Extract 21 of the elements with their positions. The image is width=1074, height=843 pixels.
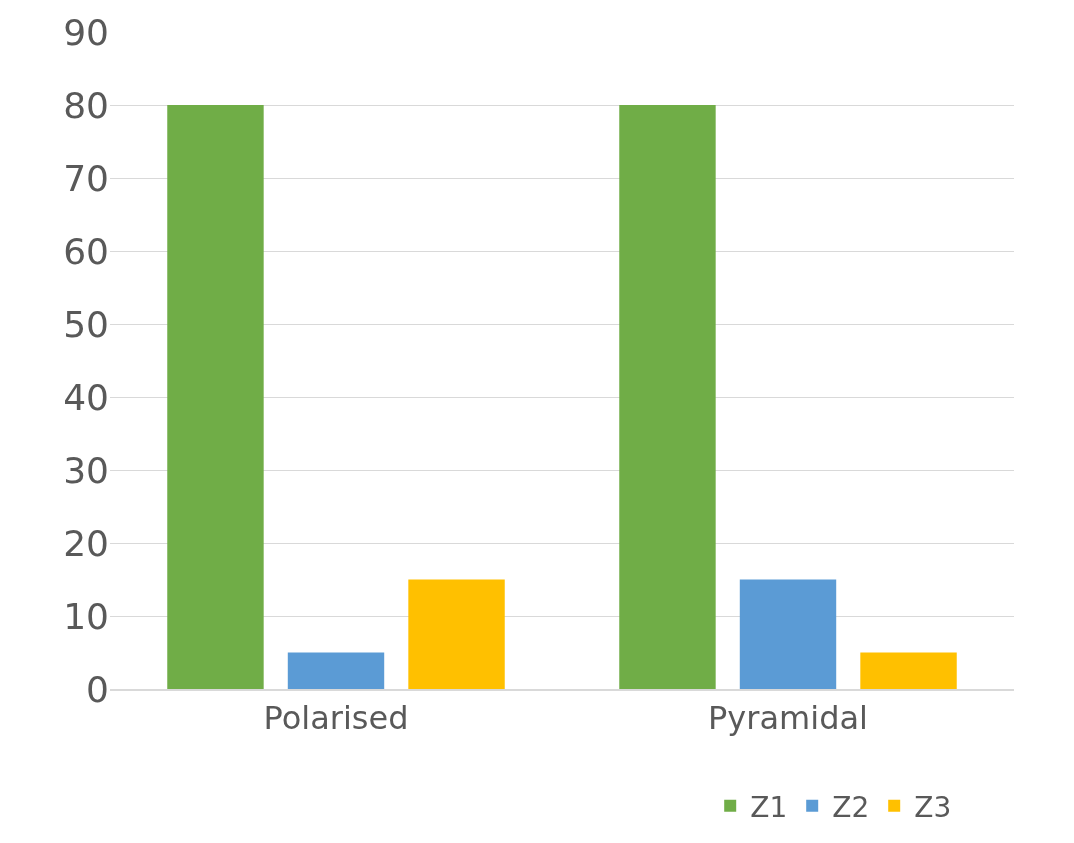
- y-tick-label: 90: [63, 11, 109, 53]
- y-tick-label: 20: [63, 522, 109, 564]
- bar: [860, 652, 957, 689]
- legend-label: Z2: [832, 790, 870, 824]
- x-tick-label: Pyramidal: [708, 699, 868, 738]
- y-tick-label: 0: [86, 668, 109, 710]
- legend-label: Z3: [914, 790, 952, 824]
- y-tick-label: 30: [63, 449, 109, 491]
- bar: [287, 652, 385, 689]
- bar: [167, 105, 264, 689]
- y-tick-label: 80: [63, 84, 109, 126]
- bar: [408, 579, 505, 689]
- bar: [619, 105, 716, 689]
- y-tick-label: 40: [63, 376, 109, 418]
- y-tick-label: 70: [63, 157, 109, 199]
- legend-label: Z1: [750, 790, 788, 824]
- y-tick-label: 10: [63, 595, 109, 637]
- y-tick-label: 60: [63, 230, 109, 272]
- bar: [739, 579, 837, 689]
- y-tick-label: 50: [63, 303, 109, 345]
- x-tick-label: Polarised: [263, 699, 409, 738]
